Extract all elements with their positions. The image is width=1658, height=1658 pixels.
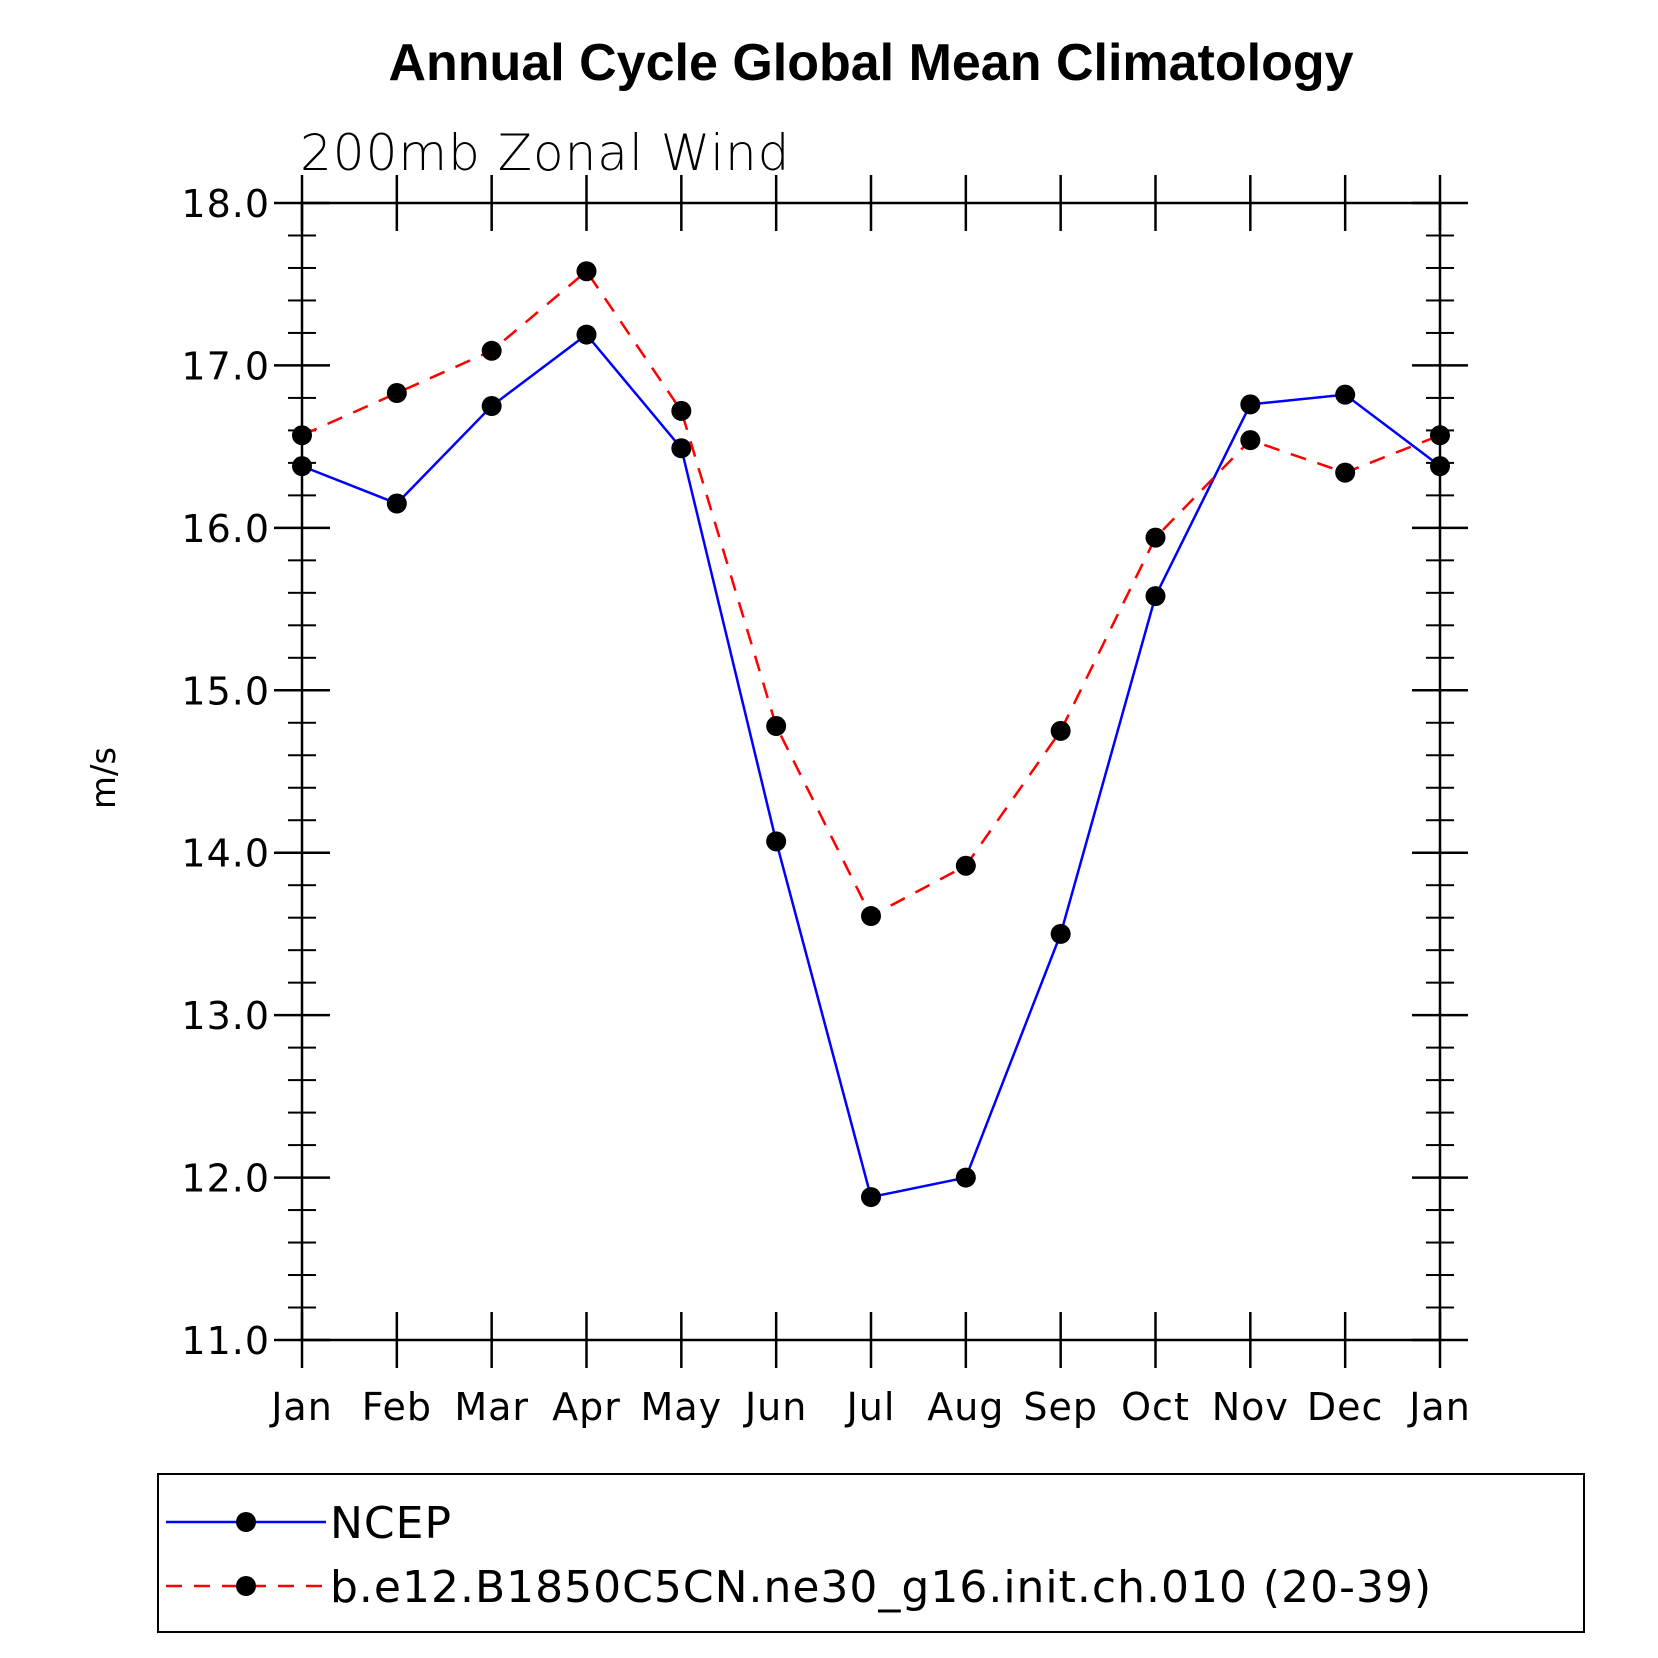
data-point	[576, 324, 597, 345]
legend-label: b.e12.B1850C5CN.ne30_g16.init.ch.010 (20…	[330, 1562, 1432, 1613]
chart-title: Annual Cycle Global Mean Climatology	[388, 34, 1353, 92]
data-point	[1050, 720, 1071, 741]
data-point	[1050, 923, 1071, 944]
x-tick-label: Feb	[362, 1385, 432, 1429]
y-tick-label: 17.0	[181, 344, 270, 388]
data-point	[292, 425, 312, 446]
legend-swatch-marker	[236, 1576, 256, 1596]
legend-label: NCEP	[330, 1498, 452, 1549]
chart-subtitle: 200mb Zonal Wind	[300, 124, 790, 182]
series-line	[301, 269, 1441, 918]
data-point	[766, 716, 787, 737]
x-tick-label: Aug	[927, 1385, 1004, 1429]
y-tick-label: 12.0	[181, 1157, 270, 1201]
y-tick-label: 14.0	[181, 832, 270, 876]
y-tick-label: 11.0	[181, 1319, 270, 1363]
data-point	[481, 340, 502, 361]
data-point	[1430, 425, 1450, 446]
y-tick-label: 18.0	[181, 182, 270, 226]
data-point	[766, 831, 787, 852]
data-point	[1335, 384, 1356, 405]
data-point	[671, 438, 692, 459]
x-tick-label: Jan	[269, 1385, 333, 1429]
legend-swatch-marker	[236, 1512, 256, 1532]
x-tick-label: Jul	[845, 1385, 896, 1429]
legend-box	[157, 1473, 1585, 1633]
x-tick-label: Nov	[1212, 1385, 1289, 1429]
data-point	[861, 1187, 881, 1208]
plot-frame	[300, 201, 1442, 1342]
data-point	[1145, 527, 1166, 548]
y-tick-label: 13.0	[181, 994, 270, 1038]
data-point	[1145, 586, 1166, 607]
data-point	[861, 906, 881, 927]
x-tick-label: Oct	[1121, 1385, 1190, 1429]
y-tick-label: 15.0	[181, 669, 270, 713]
x-tick-label: May	[641, 1385, 723, 1429]
data-point	[1240, 430, 1261, 451]
data-point	[1430, 456, 1450, 477]
y-axis-label: m/s	[84, 747, 124, 809]
x-tick-label: Mar	[454, 1385, 529, 1429]
x-tick-label: Sep	[1023, 1385, 1098, 1429]
legend: NCEP b.e12.B1850C5CN.ne30_g16.init.ch.010…	[157, 1473, 1585, 1633]
y-tick-label: 16.0	[181, 507, 270, 551]
data-point	[481, 396, 502, 417]
x-tick-label: Dec	[1307, 1385, 1384, 1429]
data-point	[1240, 394, 1261, 415]
x-tick-label: Jan	[1407, 1385, 1471, 1429]
series-layer	[292, 261, 1450, 1208]
data-point	[955, 855, 976, 876]
axes: Jan Feb Mar Apr May Jun Jul Aug Sep Oct Nov Dec Jan 1…	[181, 175, 1470, 1429]
x-tick-label: Jun	[743, 1385, 807, 1429]
data-point	[671, 400, 692, 421]
x-tick-label: Apr	[552, 1385, 621, 1429]
data-point	[955, 1167, 976, 1188]
data-point	[386, 383, 407, 404]
series-line	[301, 332, 1441, 1199]
data-point	[1335, 462, 1356, 483]
data-point	[292, 456, 312, 477]
data-point	[576, 261, 597, 282]
data-point	[386, 493, 407, 514]
